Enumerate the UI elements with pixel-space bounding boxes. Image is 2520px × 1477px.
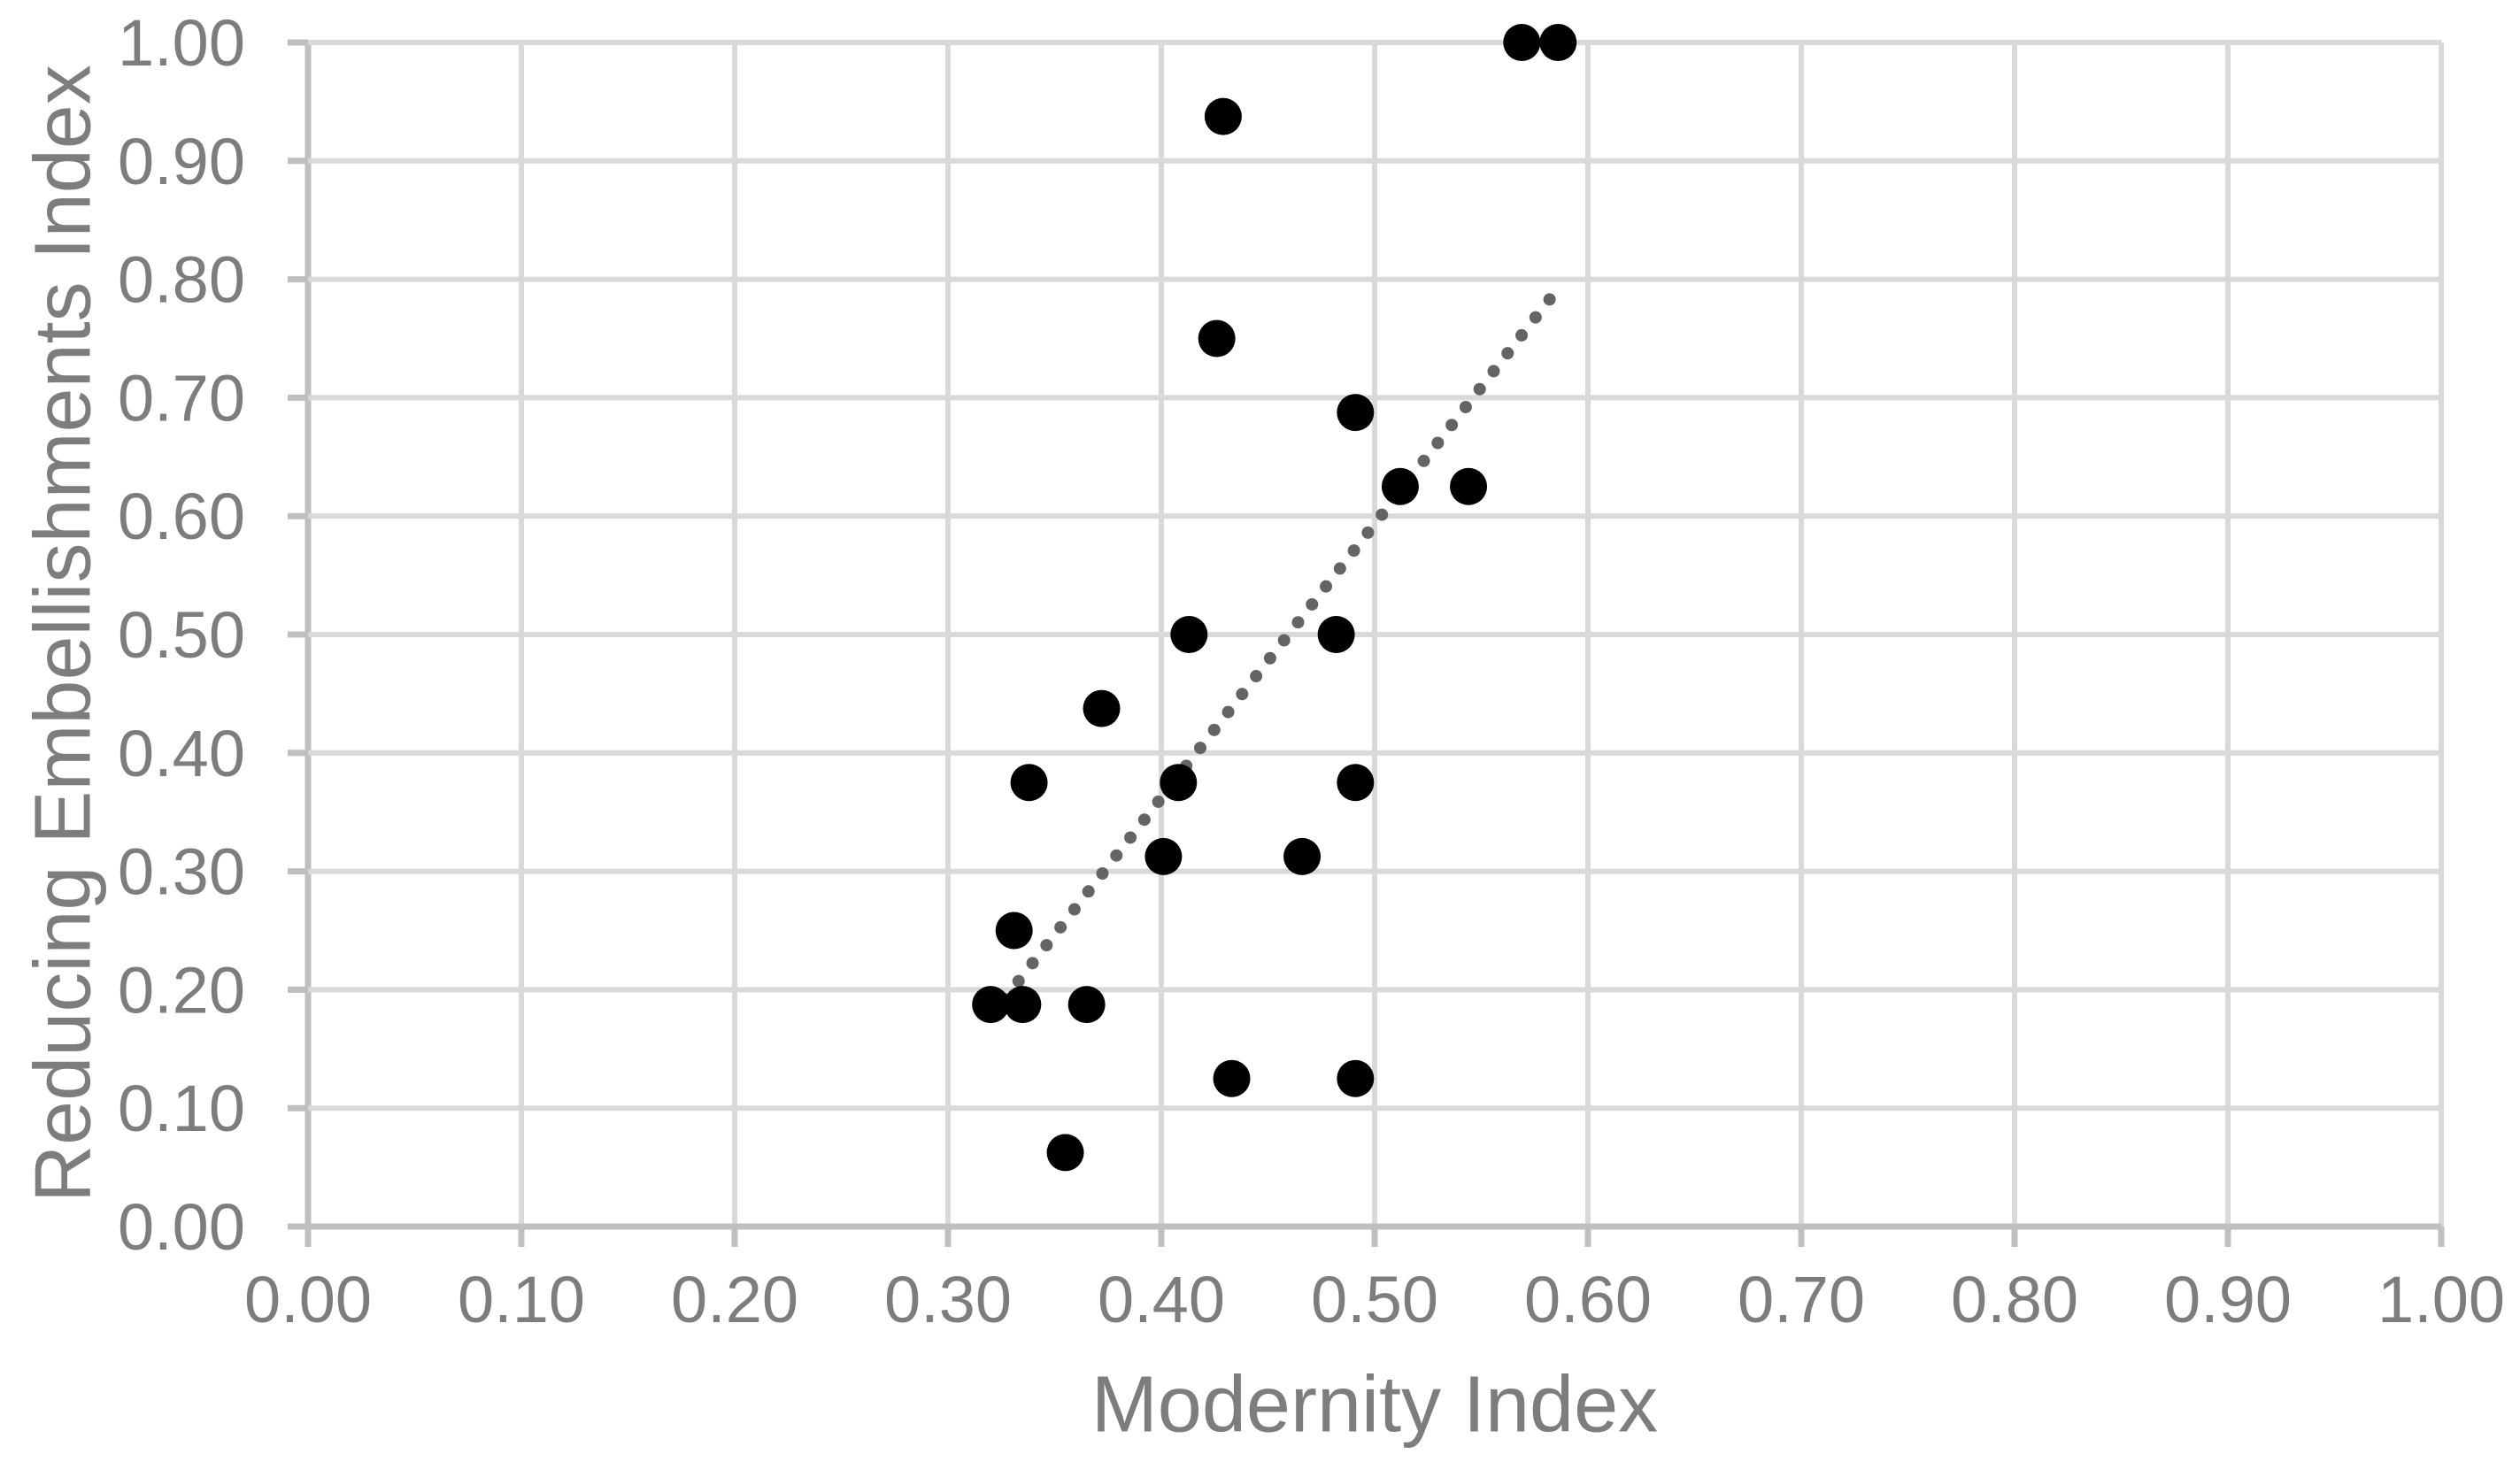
- trendline-dot: [1207, 723, 1221, 736]
- trendline-dot: [1376, 508, 1389, 521]
- y-tick-label: 0.50: [118, 598, 245, 672]
- y-tick-label: 0.10: [118, 1072, 245, 1145]
- trendline-dot: [1067, 903, 1081, 916]
- data-point: [1198, 319, 1236, 358]
- data-point: [1083, 689, 1121, 727]
- trendline-dot: [1543, 293, 1556, 306]
- y-tick-label: 1.00: [118, 6, 245, 80]
- trendline-dot: [1096, 867, 1109, 881]
- trendline-dot: [1347, 544, 1360, 558]
- x-tick-label: 0.00: [244, 1263, 372, 1336]
- y-tick-label: 0.30: [118, 835, 245, 909]
- y-tick-label: 0.20: [118, 953, 245, 1027]
- x-tick-label: 0.10: [458, 1263, 585, 1336]
- trendline-dot: [1501, 347, 1514, 360]
- data-point: [972, 986, 1010, 1024]
- trendline-dot: [1306, 597, 1319, 611]
- trendline-dot: [1082, 885, 1095, 898]
- data-point: [1283, 837, 1322, 875]
- data-point: [1503, 24, 1541, 61]
- trendline-dot: [1026, 957, 1039, 970]
- trendline-dot: [1361, 526, 1375, 539]
- data-point: [1170, 616, 1208, 653]
- trendline-dot: [1445, 419, 1459, 432]
- trendline-dot: [1110, 849, 1123, 862]
- trendline-dot: [1529, 311, 1542, 324]
- x-tick-label: 0.80: [1951, 1263, 2078, 1336]
- x-tick-label: 1.00: [2377, 1263, 2505, 1336]
- data-point: [995, 912, 1033, 950]
- trendline-dot: [1012, 974, 1025, 988]
- trendline-dot: [1431, 436, 1445, 450]
- data-point: [1010, 764, 1048, 802]
- data-point: [1046, 1134, 1084, 1172]
- data-point: [1337, 394, 1375, 432]
- trendline-dot: [1277, 634, 1291, 647]
- y-axis-title: Reducing Embellishments Index: [19, 65, 108, 1203]
- trendline-dot: [1250, 670, 1263, 683]
- data-point: [1213, 1059, 1251, 1097]
- y-tick-label: 0.90: [118, 125, 245, 198]
- trendline-dot: [1236, 688, 1249, 701]
- y-tick-label: 0.40: [118, 717, 245, 790]
- trendline-dot: [1291, 616, 1305, 629]
- y-tick-label: 0.00: [118, 1190, 245, 1264]
- data-point: [1539, 24, 1577, 61]
- data-point: [1450, 467, 1488, 505]
- trendline-dot: [1040, 939, 1053, 952]
- x-axis-title: Modernity Index: [1090, 1360, 1659, 1450]
- x-tick-label: 0.20: [671, 1263, 798, 1336]
- trendline-dot: [1320, 580, 1333, 593]
- y-tick-label: 0.70: [118, 361, 245, 435]
- y-tick-label: 0.80: [118, 243, 245, 317]
- data-point: [1337, 1059, 1375, 1097]
- trendline-dot: [1417, 454, 1430, 467]
- x-tick-label: 0.90: [2164, 1263, 2292, 1336]
- trendline-dot: [1459, 400, 1472, 413]
- data-point: [1160, 764, 1198, 802]
- trendline-dot: [1515, 328, 1529, 342]
- x-tick-label: 0.70: [1738, 1263, 1865, 1336]
- x-tick-label: 0.60: [1524, 1263, 1652, 1336]
- x-tick-label: 0.30: [884, 1263, 1012, 1336]
- trendline-dot: [1221, 705, 1235, 719]
- trendline-dot: [1193, 742, 1206, 755]
- trendline-dot: [1124, 831, 1137, 844]
- trendline-dot: [1473, 382, 1486, 396]
- data-point: [1004, 986, 1042, 1024]
- y-tick-label: 0.60: [118, 480, 245, 553]
- data-point: [1204, 97, 1242, 135]
- data-point: [1144, 837, 1183, 875]
- x-tick-label: 0.50: [1311, 1263, 1438, 1336]
- trendline-dot: [1487, 365, 1500, 378]
- trendline-dot: [1333, 562, 1346, 575]
- trendline-dot: [1137, 813, 1151, 827]
- trendline-dot: [1054, 920, 1067, 934]
- trendline-dot: [1152, 795, 1165, 808]
- data-point: [1067, 986, 1106, 1024]
- data-point: [1317, 616, 1355, 653]
- data-point: [1381, 467, 1419, 505]
- data-point: [1337, 764, 1375, 802]
- trendline-dot: [1263, 651, 1276, 665]
- x-tick-label: 0.40: [1098, 1263, 1225, 1336]
